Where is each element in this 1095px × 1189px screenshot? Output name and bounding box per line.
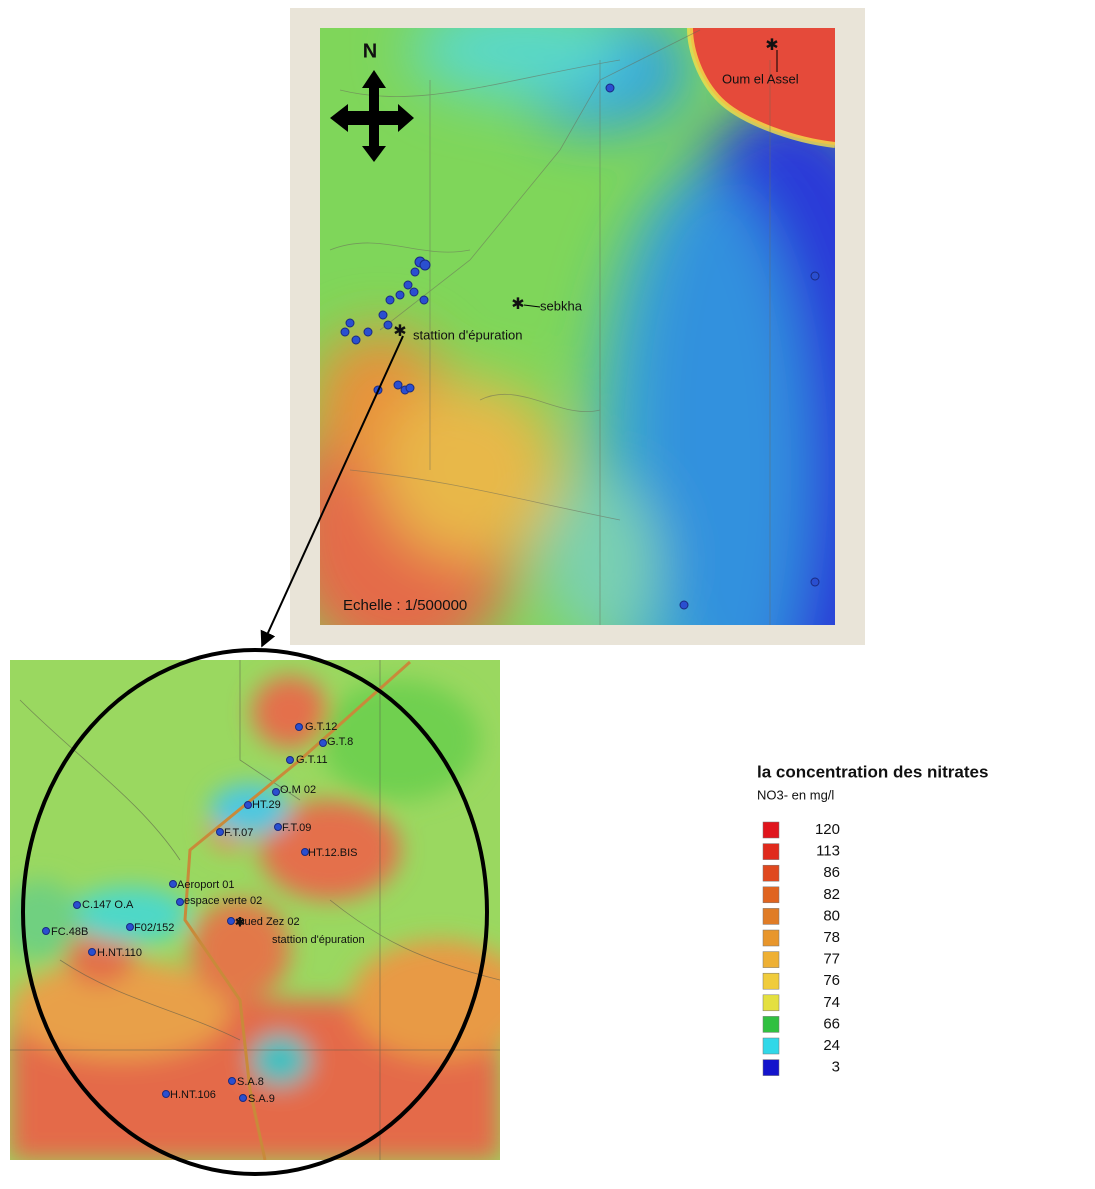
well-point	[217, 829, 224, 836]
well-point	[89, 949, 96, 956]
well-label: F.T.07	[224, 827, 253, 839]
well-label: F02/152	[134, 922, 174, 934]
legend-swatch	[763, 908, 779, 924]
well-label: G.T.8	[327, 736, 353, 748]
well-label: H.NT.110	[97, 947, 142, 959]
place-label: Oum el Assel	[722, 71, 799, 86]
legend-swatch	[763, 822, 779, 838]
well-point	[320, 740, 327, 747]
well-label: S.A.9	[248, 1093, 275, 1105]
well-point	[273, 789, 280, 796]
well-point	[170, 881, 177, 888]
well-label: C.147 O.A	[82, 899, 134, 911]
legend-title: la concentration des nitrates	[757, 762, 988, 781]
well-point	[240, 1095, 247, 1102]
well-label: S.A.8	[237, 1076, 264, 1088]
well-label: H.NT.106	[170, 1089, 216, 1101]
well-label: G.T.12	[305, 721, 337, 733]
legend-swatch	[763, 1038, 779, 1054]
well-label: stattion d'épuration	[272, 934, 365, 946]
sebkha-marker: ✱	[511, 296, 524, 313]
scale-label: Echelle : 1/500000	[343, 597, 467, 614]
well-label: espace verte 02	[184, 895, 262, 907]
legend-swatch	[763, 930, 779, 946]
legend-value: 86	[823, 864, 840, 881]
legend-subtitle: NO3- en mg/l	[757, 787, 834, 802]
well-label: FC.48B	[51, 926, 88, 938]
well-point	[229, 1078, 236, 1085]
well-point	[177, 899, 184, 906]
legend-swatch	[763, 952, 779, 968]
well-label: O.M 02	[280, 784, 316, 796]
legend-swatch	[763, 844, 779, 860]
page: N ✱ Oum el Assel ✱ sebkha ✱ stattion d'é…	[0, 0, 1095, 1189]
well-label: HT.29	[252, 799, 281, 811]
well-label: Oued Zez 02	[236, 916, 300, 928]
well-label: G.T.11	[296, 754, 328, 766]
legend-value: 66	[823, 1015, 840, 1032]
legend-swatch	[763, 865, 779, 881]
legend-value: 3	[832, 1059, 840, 1076]
well-point	[127, 924, 134, 931]
place-label: sebkha	[540, 298, 583, 313]
legend-value: 82	[823, 886, 840, 903]
legend-swatch	[763, 887, 779, 903]
legend-swatch	[763, 1016, 779, 1032]
legend-value: 78	[823, 929, 840, 946]
well-point	[245, 802, 252, 809]
station-marker: ✱	[393, 323, 406, 340]
legend-value: 24	[823, 1037, 840, 1054]
north-label: N	[363, 40, 377, 62]
legend-value: 80	[823, 907, 840, 924]
well-label: F.T.09	[282, 822, 311, 834]
place-label: stattion d'épuration	[413, 327, 522, 342]
legend-swatch	[763, 973, 779, 989]
legend-swatch	[763, 995, 779, 1011]
legend-value: 113	[816, 843, 840, 860]
legend-swatch	[763, 1060, 779, 1076]
well-point	[74, 902, 81, 909]
well-point	[287, 757, 294, 764]
well-point	[43, 928, 50, 935]
well-point	[296, 724, 303, 731]
well-point	[228, 918, 235, 925]
legend: 120 113 86 82 80 78 77 76 74 66 24 3	[763, 821, 840, 1076]
well-label: HT.12.BIS	[308, 847, 358, 859]
legend-value: 74	[823, 994, 840, 1011]
well-label: Aeroport 01	[177, 879, 234, 891]
well-point	[163, 1091, 170, 1098]
legend-value: 120	[815, 821, 840, 838]
legend-value: 77	[823, 951, 840, 968]
legend-value: 76	[823, 972, 840, 989]
well-point	[275, 824, 282, 831]
